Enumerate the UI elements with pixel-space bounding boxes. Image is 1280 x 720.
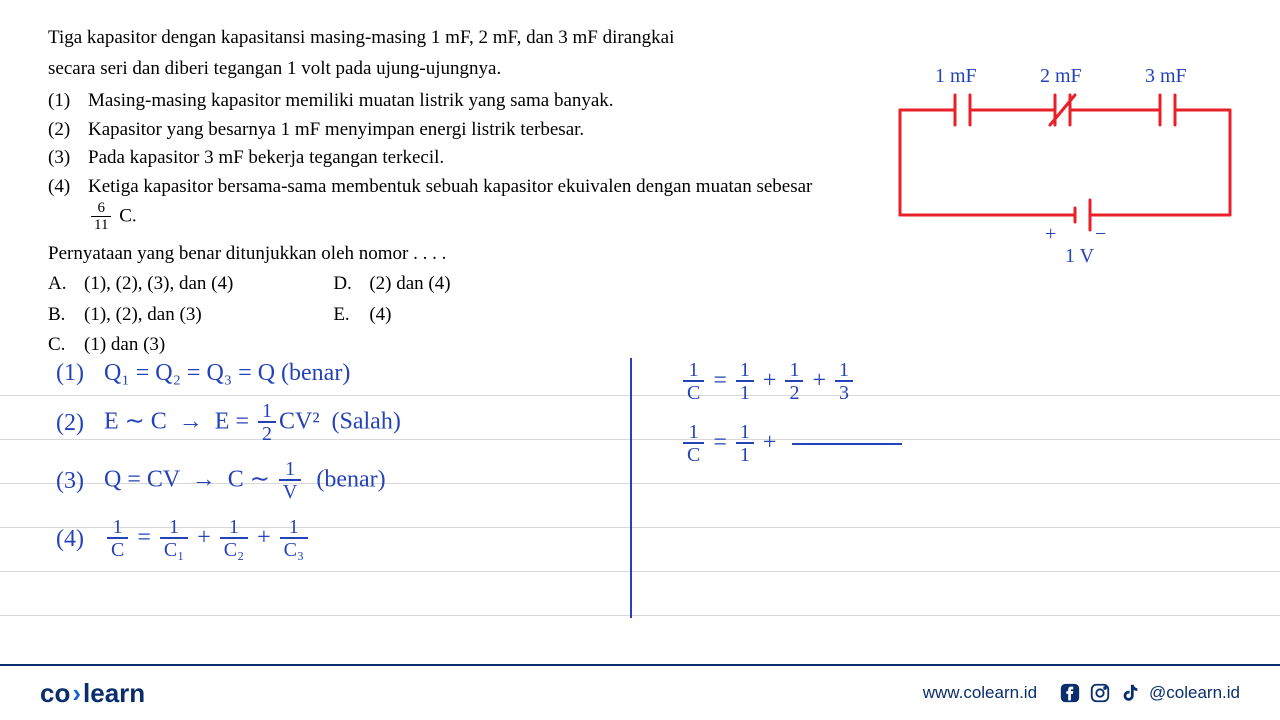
hw-right-line-2: 1C = 11 + [680,422,1080,466]
footer: co›learn www.colearn.id @colearn.id [0,664,1280,720]
facebook-icon [1059,682,1081,704]
intro-line-2: secara seri dan diberi tegangan 1 volt p… [48,55,828,84]
footer-url: www.colearn.id [923,683,1037,703]
hw-line-1: (1) Q₁ = Q₂ = Q₃ = Q (benar) [56,360,616,387]
cap-label-2: 2 mF [1040,65,1082,87]
tiktok-icon [1119,682,1141,704]
options: A.(1), (2), (3), dan (4) B.(1), (2), dan… [48,270,828,360]
cap-label-1: 1 mF [935,65,977,87]
hw-line-2: (2) E ∼ C → E = 12CV² (Salah) [56,401,616,445]
option-e: E.(4) [333,301,450,330]
statement-3: (3) Pada kapasitor 3 mF bekerja tegangan… [48,144,828,173]
question-prompt: Pernyataan yang benar ditunjukkan oleh n… [48,240,828,269]
logo: co›learn [40,678,145,709]
hw-line-3: (3) Q = CV → C ∼ 1V (benar) [56,459,616,503]
cap-label-3: 3 mF [1145,65,1187,87]
social-handle: @colearn.id [1149,683,1240,703]
battery-plus: + [1045,223,1056,245]
statement-2: (2) Kapasitor yang besarnya 1 mF menyimp… [48,116,828,145]
statement-4: (4) Ketiga kapasitor bersama-sama memben… [48,173,828,234]
intro-line-1: Tiga kapasitor dengan kapasitansi masing… [48,24,828,53]
option-a: A.(1), (2), (3), dan (4) [48,270,233,299]
hw-line-4: (4) 1C = 1C₁ + 1C₂ + 1C₃ [56,517,616,561]
handwriting-right: 1C = 11 + 12 + 13 1C = 11 + [680,360,1080,480]
option-d: D.(2) dan (4) [333,270,450,299]
vertical-divider [630,358,632,618]
statements: (1) Masing-masing kapasitor memiliki mua… [48,87,828,234]
battery-minus: − [1095,223,1106,245]
instagram-icon [1089,682,1111,704]
circuit-diagram: 1 mF 2 mF 3 mF + − 1 V [880,60,1250,270]
option-b: B.(1), (2), dan (3) [48,301,233,330]
handwriting-left: (1) Q₁ = Q₂ = Q₃ = Q (benar) (2) E ∼ C →… [56,360,616,575]
fraction-6-11: 6 11 [91,201,111,234]
option-c: C.(1) dan (3) [48,331,233,360]
hw-right-line-1: 1C = 11 + 12 + 13 [680,360,1080,404]
social-icons: @colearn.id [1059,682,1240,704]
voltage-label: 1 V [1065,245,1095,267]
statement-1: (1) Masing-masing kapasitor memiliki mua… [48,87,828,116]
